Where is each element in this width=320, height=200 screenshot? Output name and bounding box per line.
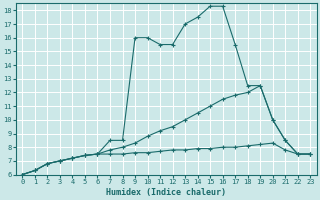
X-axis label: Humidex (Indice chaleur): Humidex (Indice chaleur) [106,188,226,197]
